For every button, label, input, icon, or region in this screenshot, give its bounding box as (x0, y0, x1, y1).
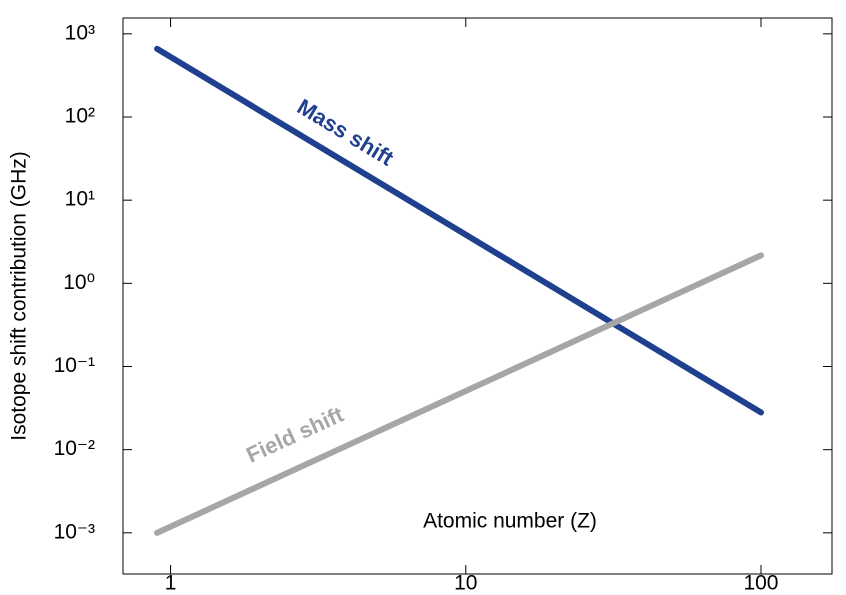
x-tick-label: 10 (454, 572, 477, 595)
y-tick-label: 10⁻¹ (54, 354, 95, 377)
x-tick-label: 1 (165, 572, 177, 595)
y-tick-label: 10⁰ (63, 271, 95, 294)
series-line (154, 45, 764, 416)
y-tick-label: 10¹ (65, 188, 95, 211)
y-tick-label: 10⁻² (54, 437, 95, 460)
y-axis-label: Isotope shift contribution (GHz) (8, 151, 31, 440)
series-label: Field shift (242, 401, 347, 467)
x-axis-label: Atomic number (Z) (423, 510, 597, 533)
x-tick-label: 100 (743, 572, 778, 595)
y-tick-label: 10³ (65, 21, 95, 44)
y-tick-label: 10⁻³ (54, 520, 95, 543)
y-tick-label: 10² (65, 105, 95, 128)
series-line (154, 252, 764, 536)
plot-frame (122, 17, 833, 575)
